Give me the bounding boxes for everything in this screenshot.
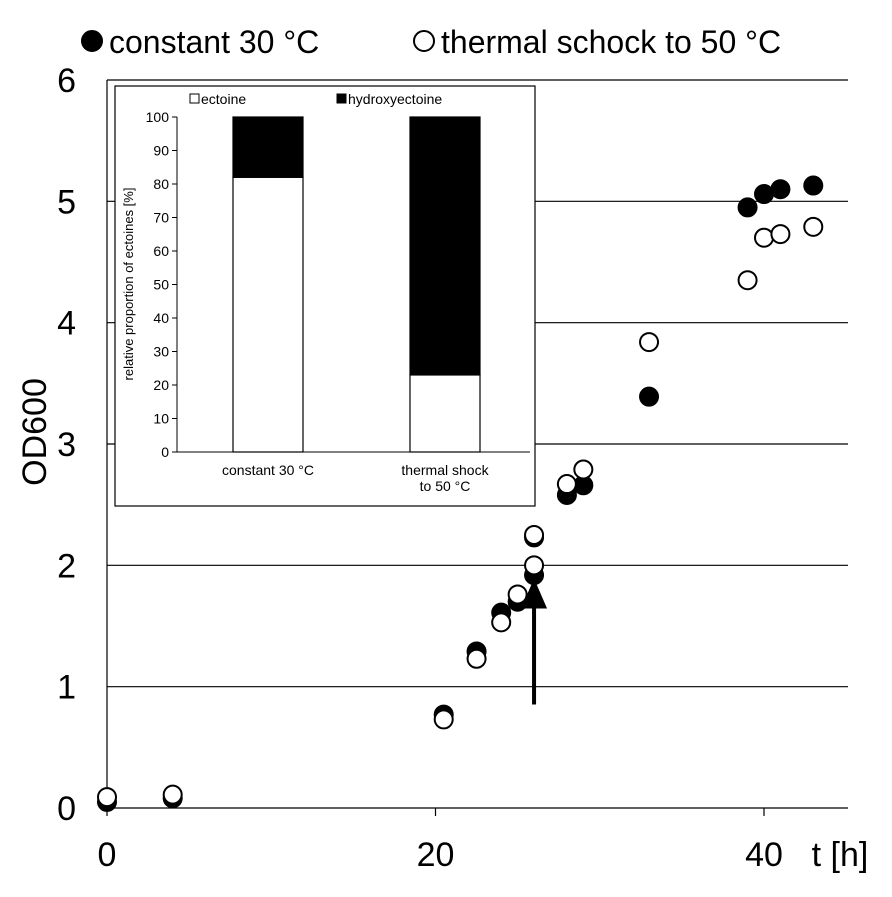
open-data-point [573,459,594,480]
inset-y-tick-label: 40 [153,310,169,326]
filled-data-point [803,175,824,196]
inset-y-axis-label: relative proportion of ectoines [%] [121,188,136,381]
inset-bar-hydroxyectoine [232,116,304,178]
inset-legend-label: hydroxyectoine [348,91,442,107]
inset-y-tick-label: 90 [153,143,169,159]
y-tick-label: 4 [57,305,76,343]
open-data-point [97,787,117,808]
inset-bar-hydroxyectoine [409,116,481,376]
y-axis-label: OD600 [16,378,54,486]
inset-y-tick-label: 60 [153,243,169,259]
y-tick-label: 2 [57,547,76,585]
legend-marker-open [413,30,435,52]
legend-label: constant 30 °C [109,24,319,60]
inset-y-tick-label: 10 [153,411,169,427]
filled-data-point [754,184,774,205]
open-data-point [754,227,774,248]
open-data-point [466,648,487,669]
filled-data-point [737,197,758,218]
y-tick-label: 1 [57,669,76,707]
inset-y-tick-label: 50 [153,277,169,293]
inset-y-tick-label: 0 [161,444,169,460]
inset-category-label: to 50 °C [420,478,471,494]
open-data-point [737,270,758,291]
filled-data-point [639,386,660,407]
open-data-point [770,224,791,245]
inset-y-tick-label: 70 [153,210,169,226]
open-data-point [524,555,545,576]
x-axis-label: t [h] [812,836,869,874]
y-tick-label: 5 [57,183,76,221]
inset-y-tick-label: 20 [153,377,169,393]
inset-bar-ectoine [409,374,481,453]
inset-y-tick-label: 80 [153,176,169,192]
filled-data-point [770,179,791,200]
legend-label: thermal schock to 50 °C [441,24,781,60]
x-tick-label: 40 [745,836,783,874]
y-tick-label: 6 [57,62,76,100]
open-data-point [556,474,577,495]
points-layer [97,175,824,812]
open-data-point [491,612,512,633]
inset-y-tick-label: 30 [153,344,169,360]
legend-marker-filled [81,30,103,52]
inset-category-label: thermal shock [401,462,489,478]
inset-bar-ectoine [232,176,304,453]
inset-y-tick-label: 100 [146,109,170,125]
open-data-point [524,525,545,545]
open-data-point [162,784,183,805]
legend: constant 30 °C thermal schock to 50 °C [81,24,781,60]
inset-legend-swatch [189,93,200,104]
x-tick-label: 0 [98,836,117,874]
y-tick-label: 3 [57,426,76,464]
inset-category-label: constant 30 °C [222,462,314,478]
inset-legend-swatch [336,93,347,104]
open-data-point [433,709,454,730]
open-data-point [507,584,528,605]
open-data-point [803,216,824,237]
arrow-head [521,578,548,609]
inset-chart: 0 10 20 30 40 50 60 70 80 90 100 relative proportio… [114,85,536,507]
open-data-point [639,332,660,353]
x-tick-label: 20 [417,836,455,874]
inset-legend-label: ectoine [201,91,246,107]
y-tick-label: 0 [57,790,76,828]
